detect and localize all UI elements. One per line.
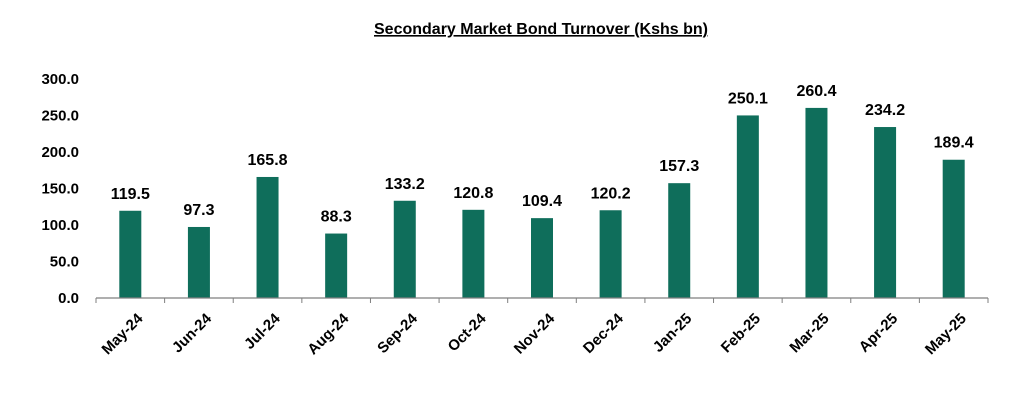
y-tick-label: 300.0 <box>41 71 79 88</box>
x-tick-label: Oct-24 <box>445 310 490 355</box>
data-label: 88.3 <box>321 209 352 226</box>
x-axis: May-24 Jun-24 Jul-24 Aug-24 Sep-24 Oct-24 Nov-… <box>95 298 989 358</box>
data-labels-group: 119.5 97.3 165.8 88.3 133.2 120.8 109.4 120.2 15… <box>111 83 974 226</box>
x-tick-label: Dec-24 <box>580 310 627 357</box>
chart-title: Secondary Market Bond Turnover (Kshs bn) <box>374 21 708 38</box>
bars-group <box>119 107 965 299</box>
data-label: 165.8 <box>248 152 288 169</box>
x-tick-label: Jan-25 <box>650 310 696 356</box>
bar-jul-24 <box>256 176 279 298</box>
bar-mar-25 <box>805 107 828 299</box>
bar-sep-24 <box>393 200 416 298</box>
data-label: 260.4 <box>796 83 836 100</box>
y-tick-label: 250.0 <box>41 108 79 125</box>
bar-nov-24 <box>531 218 553 298</box>
bar-feb-25 <box>736 115 759 298</box>
y-tick-label: 150.0 <box>41 181 79 198</box>
bar-apr-25 <box>874 127 897 298</box>
data-label: 109.4 <box>522 193 562 210</box>
bar-dec-24 <box>599 210 622 298</box>
x-tick-label: Mar-25 <box>786 310 832 356</box>
data-label: 133.2 <box>385 176 425 193</box>
x-tick-label: Jul-24 <box>241 310 284 353</box>
x-tick-label: Apr-25 <box>856 310 902 356</box>
data-label: 250.1 <box>728 90 768 107</box>
bar-jun-24 <box>187 226 210 298</box>
bar-may-25 <box>942 159 965 298</box>
y-tick-label: 100.0 <box>41 217 79 234</box>
data-label: 189.4 <box>934 135 974 152</box>
x-tick-label: Jun-24 <box>169 310 216 357</box>
x-tick-label: Aug-24 <box>304 310 352 358</box>
bar-jan-25 <box>668 183 691 298</box>
data-label: 119.5 <box>111 186 150 203</box>
bar-aug-24 <box>325 233 348 298</box>
x-tick-label: May-25 <box>922 310 970 358</box>
x-tick-label: Sep-24 <box>374 310 421 357</box>
y-tick-label: 50.0 <box>50 254 79 271</box>
data-label: 120.8 <box>453 185 493 202</box>
data-label: 120.2 <box>591 185 631 202</box>
x-tick-label: Nov-24 <box>511 310 559 358</box>
y-tick-label: 200.0 <box>41 144 79 161</box>
y-tick-label: 0.0 <box>58 290 79 307</box>
data-label: 234.2 <box>865 102 905 119</box>
data-label: 157.3 <box>659 158 699 175</box>
x-tick-label: Feb-25 <box>718 310 764 356</box>
bar-may-24 <box>119 210 142 298</box>
y-axis: 0.0 50.0 100.0 150.0 200.0 250.0 300.0 <box>41 71 79 307</box>
data-label: 97.3 <box>183 202 214 219</box>
x-tick-label: May-24 <box>99 310 147 358</box>
bar-oct-24 <box>462 209 485 298</box>
